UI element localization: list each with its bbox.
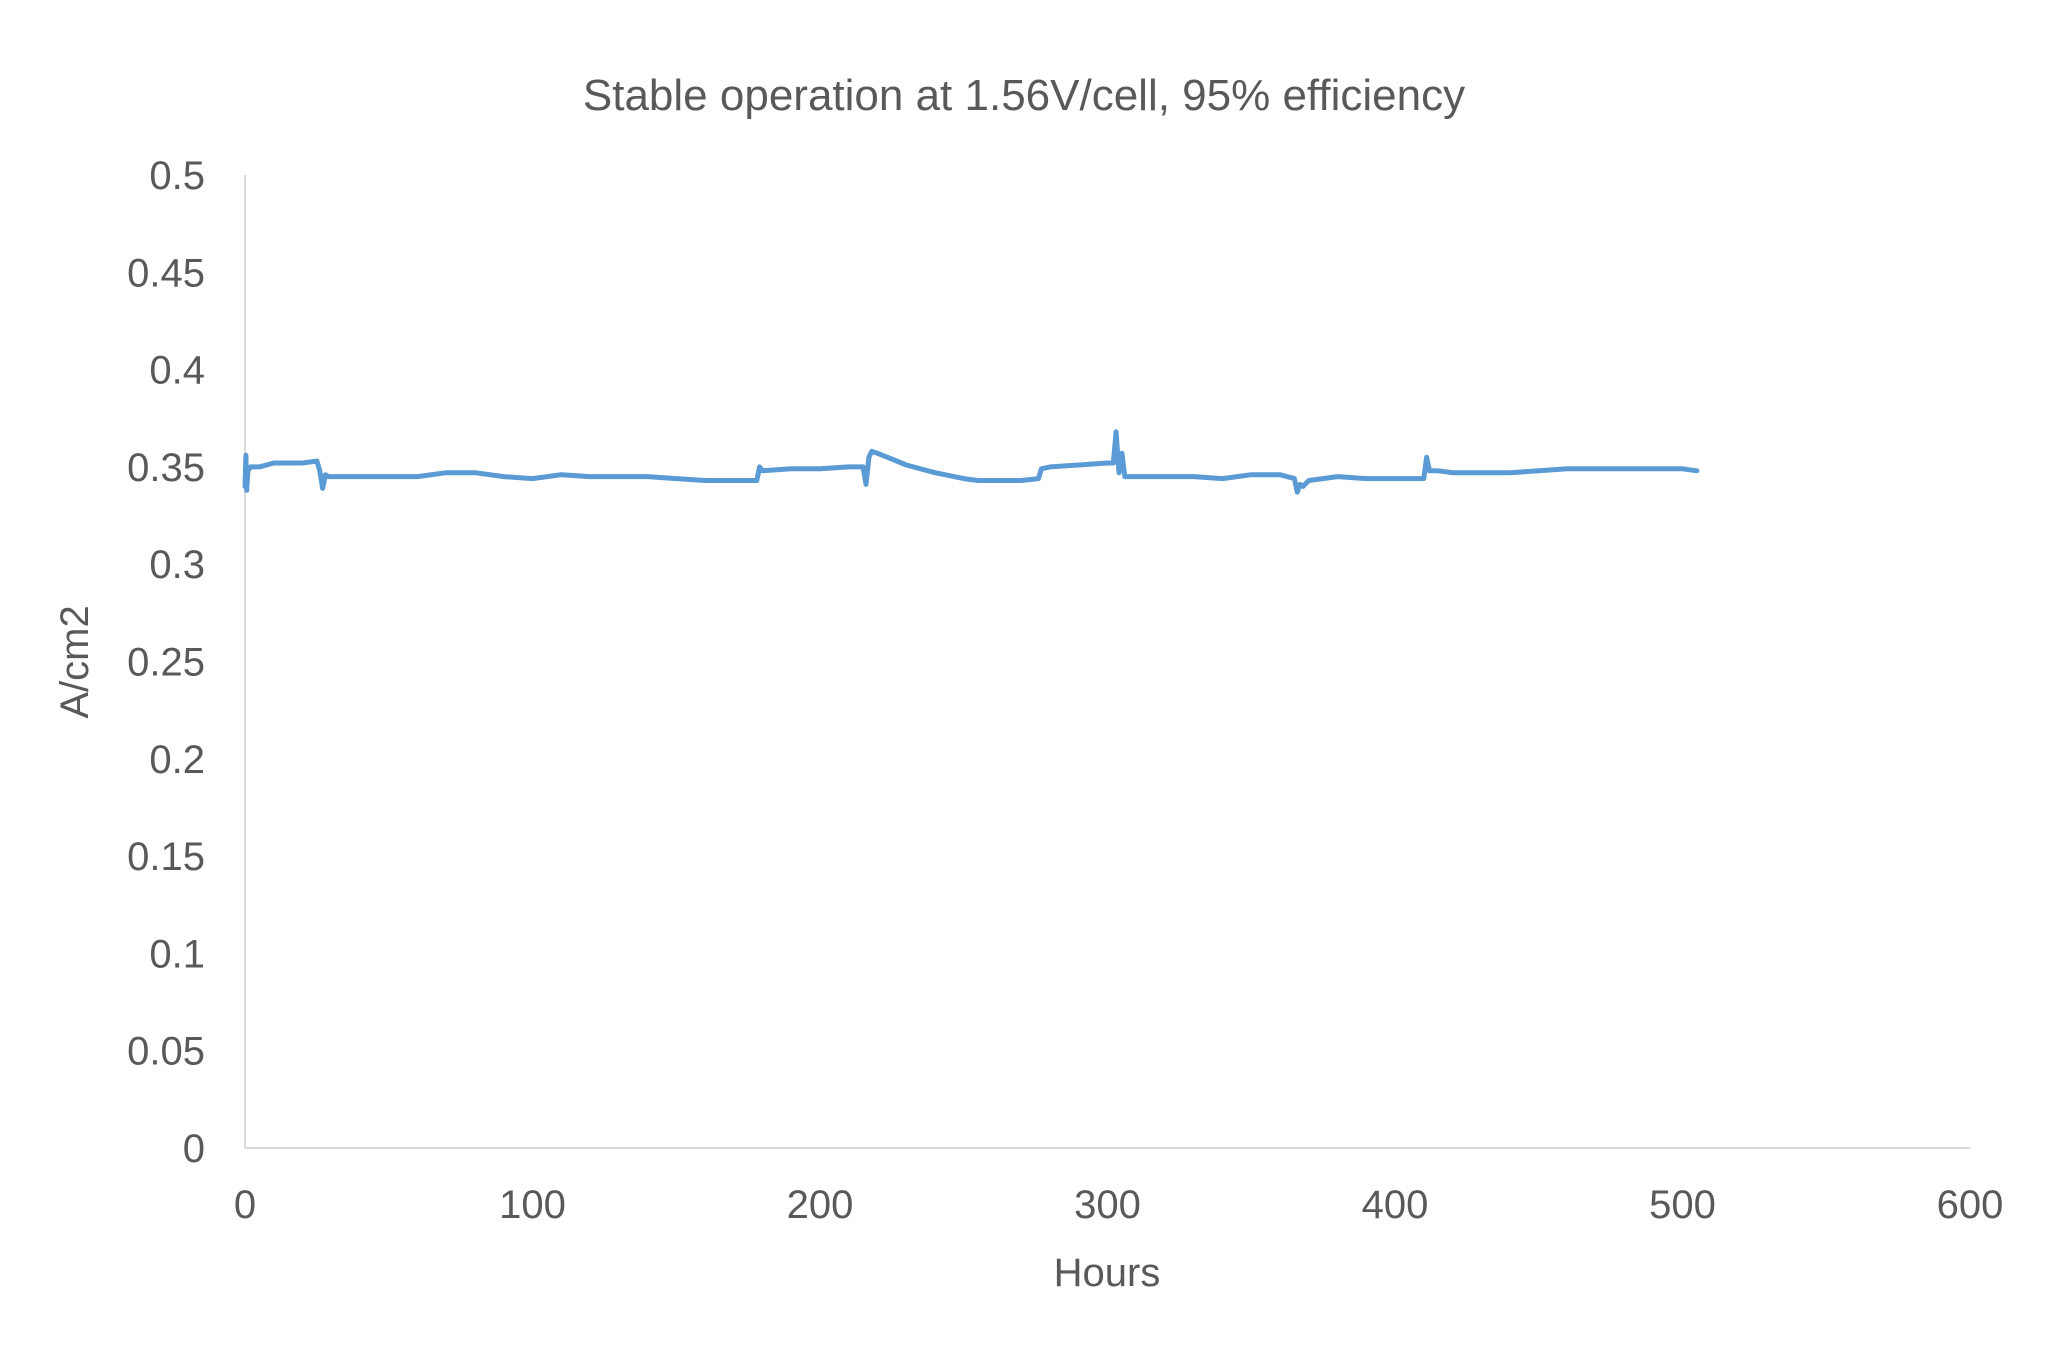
x-tick-label: 400 bbox=[1362, 1183, 1429, 1227]
x-tick-label: 200 bbox=[787, 1183, 854, 1227]
x-tick-label: 500 bbox=[1649, 1183, 1716, 1227]
y-tick-label: 0.1 bbox=[149, 932, 205, 976]
x-tick-label: 300 bbox=[1074, 1183, 1141, 1227]
x-tick-label: 600 bbox=[1937, 1183, 2004, 1227]
y-tick-label: 0.5 bbox=[149, 154, 205, 198]
x-tick-label: 100 bbox=[499, 1183, 566, 1227]
x-axis-label: Hours bbox=[1054, 1251, 1161, 1295]
y-tick-label: 0.25 bbox=[127, 641, 205, 685]
x-tick-label: 0 bbox=[234, 1183, 256, 1227]
y-tick-labels: 0 0.05 0.1 0.15 0.2 0.25 0.3 0.35 0.4 0.45 0.5 bbox=[127, 154, 205, 1171]
y-tick-label: 0 bbox=[183, 1127, 205, 1171]
y-tick-label: 0.45 bbox=[127, 251, 205, 295]
y-tick-label: 0.3 bbox=[149, 543, 205, 587]
y-tick-label: 0.4 bbox=[149, 349, 205, 393]
y-tick-label: 0.15 bbox=[127, 835, 205, 879]
x-tick-labels: 0 100 200 300 400 500 600 bbox=[234, 1183, 2004, 1227]
series-line bbox=[242, 429, 1700, 495]
y-tick-label: 0.2 bbox=[149, 738, 205, 782]
chart-title: Stable operation at 1.56V/cell, 95% effi… bbox=[583, 71, 1465, 120]
y-tick-label: 0.05 bbox=[127, 1030, 205, 1074]
y-axis-label: A/cm2 bbox=[53, 605, 97, 718]
y-tick-label: 0.35 bbox=[127, 446, 205, 490]
series-layer bbox=[242, 429, 1700, 495]
